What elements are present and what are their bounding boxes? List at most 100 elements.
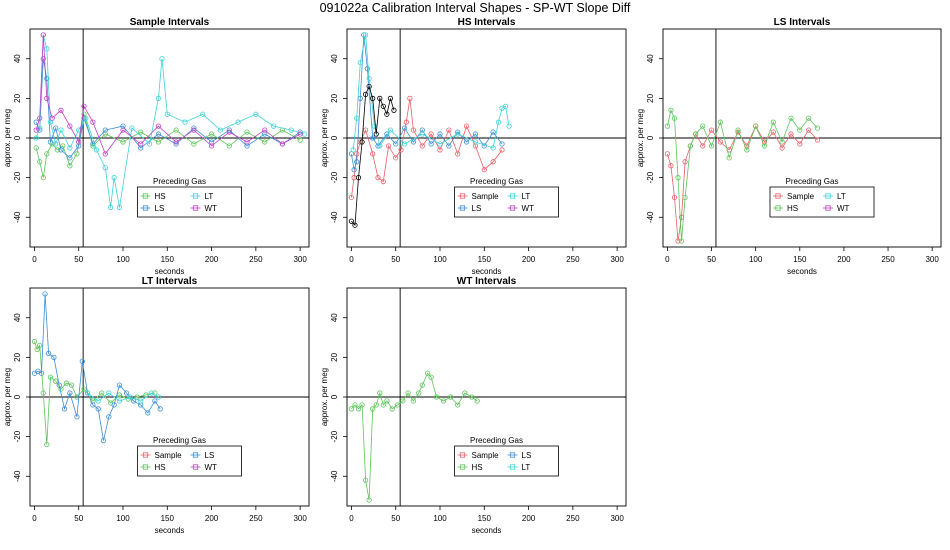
- data-point: [380, 103, 386, 109]
- data-point: [384, 111, 390, 117]
- data-point: [687, 143, 693, 149]
- data-point: [208, 131, 215, 137]
- data-point: [735, 127, 741, 133]
- data-point: [49, 115, 55, 121]
- data-point: [448, 394, 454, 400]
- data-point: [419, 127, 425, 133]
- data-point: [297, 137, 303, 143]
- data-point: [83, 115, 89, 121]
- x-axis-label: seconds: [155, 526, 185, 535]
- series-line: [667, 125, 818, 242]
- data-point: [770, 119, 776, 125]
- data-point: [102, 151, 108, 157]
- x-tick-label: 200: [205, 255, 219, 264]
- data-point: [116, 204, 123, 210]
- data-point: [359, 402, 365, 408]
- data-point: [377, 390, 383, 396]
- legend-marker: [509, 205, 516, 211]
- legend-marker: [775, 205, 781, 211]
- y-tick-label: 0: [330, 394, 339, 399]
- data-point: [437, 147, 443, 153]
- data-point: [693, 131, 699, 137]
- y-axis-label: approx. per meg: [636, 109, 645, 167]
- x-tick-label: 300: [293, 255, 307, 264]
- data-point: [351, 167, 357, 173]
- y-tick-label: -40: [330, 211, 339, 223]
- data-point: [446, 127, 452, 133]
- legend-item: LS: [507, 451, 532, 460]
- data-point: [90, 402, 96, 408]
- data-point: [354, 159, 360, 165]
- x-tick-label: 250: [566, 514, 580, 523]
- y-tick-label: -40: [13, 211, 22, 223]
- data-point: [416, 390, 422, 396]
- legend-label: Sample: [472, 192, 500, 201]
- data-point: [157, 406, 163, 412]
- data-point: [384, 398, 390, 404]
- x-tick-label: 250: [249, 514, 263, 523]
- legend-item: HS: [140, 192, 166, 201]
- x-tick-label: 50: [74, 514, 83, 523]
- data-point: [682, 159, 688, 165]
- data-point: [99, 390, 105, 396]
- y-tick-label: 0: [646, 135, 655, 140]
- plot-frame: [29, 28, 310, 248]
- x-tick-label: 100: [116, 514, 130, 523]
- legend-marker: [775, 193, 781, 199]
- panel-title: LS Intervals: [774, 17, 831, 28]
- data-point: [682, 194, 688, 201]
- legend-label: LS: [205, 451, 215, 460]
- series-line: [35, 114, 301, 178]
- data-point: [410, 127, 417, 133]
- x-tick-label: 200: [837, 255, 851, 264]
- data-point: [410, 398, 417, 404]
- data-point: [352, 222, 358, 228]
- data-point: [700, 143, 706, 149]
- data-layer: [30, 288, 309, 506]
- y-tick-label: 20: [13, 352, 22, 361]
- legend-label: LS: [522, 451, 532, 460]
- legend-item: LS: [140, 204, 164, 213]
- legend-title: Preceding Gas: [470, 436, 523, 445]
- data-point: [116, 398, 123, 404]
- data-point: [111, 402, 117, 408]
- legend: Preceding Gas Sample LT LS WT: [454, 177, 559, 218]
- data-point: [33, 135, 39, 141]
- data-point: [44, 151, 50, 157]
- data-point: [373, 402, 379, 408]
- legend-marker: [142, 205, 149, 211]
- data-point: [164, 111, 170, 117]
- data-point: [58, 147, 64, 153]
- data-point: [47, 139, 53, 145]
- data-point: [362, 477, 369, 483]
- data-point: [472, 143, 479, 149]
- data-point: [90, 398, 96, 404]
- data-point: [81, 386, 87, 392]
- y-axis-label: approx. per meg: [3, 109, 12, 167]
- legend-item: LT: [823, 192, 846, 201]
- data-point: [455, 402, 461, 408]
- x-axis-label: seconds: [155, 267, 185, 276]
- data-point: [350, 147, 356, 153]
- series-line: [34, 293, 161, 441]
- data-point: [244, 143, 250, 149]
- x-tick-label: 100: [433, 514, 447, 523]
- data-point: [440, 398, 447, 404]
- panel-title: HS Intervals: [458, 17, 516, 28]
- x-tick-label: 150: [478, 255, 492, 264]
- legend-label: LT: [522, 463, 531, 472]
- data-point: [770, 129, 776, 135]
- data-point: [235, 119, 241, 125]
- data-point: [69, 382, 75, 388]
- data-point: [47, 374, 53, 380]
- data-layer: [30, 29, 309, 247]
- data-point: [387, 95, 393, 101]
- legend-marker: [192, 205, 199, 211]
- data-point: [108, 204, 114, 210]
- data-point: [67, 123, 73, 129]
- data-point: [424, 370, 431, 376]
- x-axis-label: seconds: [472, 267, 502, 276]
- data-point: [678, 238, 685, 244]
